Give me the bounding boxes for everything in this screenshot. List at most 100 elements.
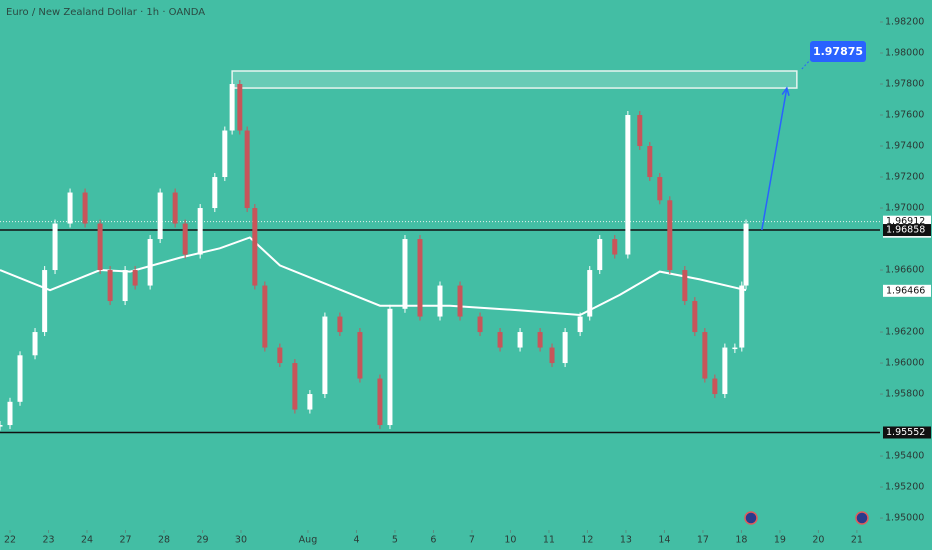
candle <box>637 115 643 147</box>
y-tick-label: 1.97600 <box>885 110 924 121</box>
candle <box>712 378 718 395</box>
x-tick-label: 12 <box>581 535 593 546</box>
candle <box>107 270 113 302</box>
candle <box>307 394 313 410</box>
candle <box>262 285 268 348</box>
x-tick-label: 19 <box>774 535 786 546</box>
candle <box>122 270 128 302</box>
x-tick-label: 29 <box>196 535 208 546</box>
candle <box>82 192 88 224</box>
candle <box>7 401 13 426</box>
candle <box>52 223 58 271</box>
candle <box>549 347 555 364</box>
y-tick-label: 1.95400 <box>885 451 924 462</box>
event-icon[interactable] <box>744 511 758 525</box>
level-label-box <box>883 224 931 237</box>
candle <box>387 308 393 426</box>
target-label-box <box>810 41 866 62</box>
y-tick-label: 1.98000 <box>885 48 924 59</box>
x-tick-label: 7 <box>469 535 475 546</box>
x-tick-label: 13 <box>620 535 632 546</box>
candle <box>743 223 749 286</box>
x-tick-label: Aug <box>299 535 318 546</box>
x-tick-label: 10 <box>504 535 516 546</box>
y-tick-label: 1.95800 <box>885 389 924 400</box>
candle <box>244 130 250 209</box>
candle <box>132 270 138 286</box>
y-tick-label: 1.95200 <box>885 482 924 493</box>
candle <box>562 332 568 364</box>
candle <box>587 270 593 317</box>
candle <box>357 332 363 379</box>
x-tick-label: 4 <box>353 535 359 546</box>
candle <box>682 270 688 302</box>
ma-label: 1.96466 <box>886 285 925 296</box>
y-tick-label: 1.96600 <box>885 265 924 276</box>
x-tick-label: 14 <box>658 535 670 546</box>
moving-average <box>0 236 747 317</box>
candle <box>657 177 663 201</box>
candle <box>702 332 708 379</box>
x-tick-label: 11 <box>543 535 555 546</box>
y-tick-label: 1.96000 <box>885 358 924 369</box>
x-tick-label: 23 <box>42 535 54 546</box>
candle <box>277 347 283 364</box>
candle <box>417 239 423 317</box>
candle <box>229 84 235 131</box>
candle <box>377 378 383 426</box>
x-tick-label: 27 <box>119 535 131 546</box>
candle <box>437 285 443 317</box>
y-tick-label: 1.97400 <box>885 141 924 152</box>
candle <box>182 223 188 255</box>
candle <box>222 130 228 178</box>
last-price-label: 1.96912 <box>886 216 925 227</box>
level-label: 1.95552 <box>886 427 925 438</box>
candle <box>739 285 745 348</box>
candle <box>337 316 343 333</box>
candle <box>732 347 738 350</box>
candle <box>692 301 698 333</box>
ma-label-box <box>883 284 931 297</box>
candle <box>497 332 503 348</box>
x-tick-label: 20 <box>812 535 824 546</box>
candle <box>42 270 48 333</box>
x-tick-label: 22 <box>4 535 16 546</box>
candle <box>612 239 618 255</box>
candle <box>32 332 38 356</box>
level-label-box <box>883 426 931 439</box>
target-zone <box>231 70 798 89</box>
candle <box>577 316 583 333</box>
candle <box>97 223 103 271</box>
x-tick-label: 21 <box>851 535 863 546</box>
candle <box>197 208 203 255</box>
x-tick-label: 28 <box>158 535 170 546</box>
y-tick-label: 1.96200 <box>885 327 924 338</box>
candle <box>537 332 543 348</box>
y-tick-label: 1.98200 <box>885 17 924 28</box>
x-tick-label: 30 <box>235 535 247 546</box>
x-tick-label: 5 <box>392 535 398 546</box>
candle <box>157 192 163 240</box>
candle <box>147 239 153 286</box>
candle <box>172 192 178 224</box>
level-label: 1.96858 <box>886 225 925 236</box>
x-tick-label: 17 <box>697 535 709 546</box>
chart-title: Euro / New Zealand Dollar · 1h · OANDA <box>6 7 205 18</box>
y-tick-label: 1.97200 <box>885 172 924 183</box>
candle <box>402 239 408 309</box>
y-tick-label: 1.95000 <box>885 513 924 524</box>
arrow-head <box>781 86 790 96</box>
candle <box>17 355 23 402</box>
candle <box>517 332 523 348</box>
candle <box>625 115 631 255</box>
candle <box>212 177 218 209</box>
candle <box>597 239 603 271</box>
x-tick-label: 24 <box>81 535 93 546</box>
y-tick-label: 1.97000 <box>885 203 924 214</box>
event-icon[interactable] <box>855 511 869 525</box>
candle <box>292 363 298 410</box>
candle <box>252 208 258 286</box>
event-icons <box>744 511 869 525</box>
